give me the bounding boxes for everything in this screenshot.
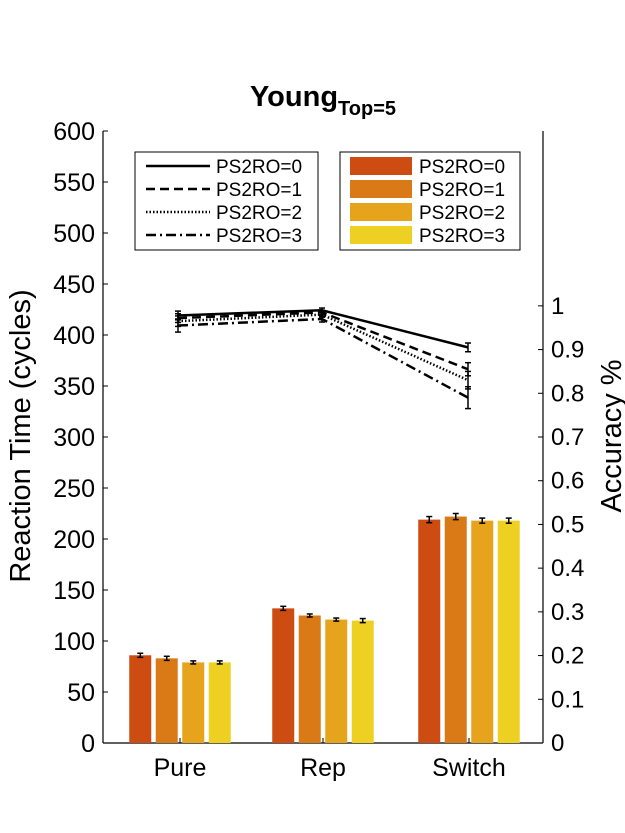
y-tick-label-right: 0.3	[551, 599, 584, 626]
y-tick-label-left: 500	[53, 220, 95, 248]
legend-bar-label: PS2RO=1	[419, 180, 505, 201]
y-tick-label-left: 300	[53, 424, 95, 452]
accuracy-line	[177, 317, 469, 399]
bar	[471, 520, 494, 743]
y-tick-label-right: 1	[551, 293, 564, 320]
x-tick-label: Switch	[432, 754, 506, 782]
y-tick-label-left: 200	[53, 526, 95, 554]
bar	[155, 658, 178, 743]
bar	[272, 608, 295, 743]
y-tick-label-right: 0.8	[551, 380, 584, 407]
y-tick-label-left: 450	[53, 271, 95, 299]
y-tick-label-left: 400	[53, 322, 95, 350]
legend-line-label: PS2RO=0	[216, 157, 302, 178]
y-tick-label-right: 0.1	[551, 686, 584, 713]
legend-bar-swatch	[350, 203, 412, 221]
y-tick-label-right: 0.7	[551, 424, 584, 451]
y-tick-label-left: 100	[53, 628, 95, 656]
y-tick-label-left: 350	[53, 373, 95, 401]
legend-bar-swatch	[350, 226, 412, 244]
y-tick-label-right: 0.9	[551, 337, 584, 364]
y-tick-label-right: 0	[551, 730, 564, 757]
y-tick-label-right: 0.6	[551, 468, 584, 495]
y-tick-label-right: 0.2	[551, 643, 584, 670]
legend-line-label: PS2RO=3	[216, 226, 302, 247]
y-tick-label-right: 0.5	[551, 511, 584, 538]
y-tick-label-left: 0	[81, 730, 95, 758]
chart-title-main: Young	[250, 81, 338, 113]
legend-bar-label: PS2RO=3	[419, 226, 505, 247]
bar	[129, 655, 152, 743]
legend-bar-label: PS2RO=2	[419, 203, 505, 224]
y-tick-label-left: 550	[53, 169, 95, 197]
y-axis-label-left: Reaction Time (cycles)	[5, 289, 37, 582]
y-tick-label-left: 250	[53, 475, 95, 503]
bar	[208, 662, 231, 743]
y-tick-label-left: 50	[67, 679, 95, 707]
bar	[497, 520, 520, 743]
legend-lines-box	[134, 151, 319, 251]
axes: 0 50 100 150 200 250 300 350 400 450 500 550 600 0 0.1…	[53, 118, 584, 782]
legend-bar-swatch	[350, 157, 412, 175]
legend-bar-swatch	[350, 180, 412, 198]
legend-line-label: PS2RO=1	[216, 180, 302, 201]
bar	[298, 615, 321, 743]
x-tick-label: Pure	[154, 754, 207, 782]
bar	[351, 620, 374, 743]
accuracy-lines	[175, 307, 471, 410]
y-tick-label-left: 600	[53, 118, 95, 146]
x-tick-label: Rep	[300, 754, 346, 782]
bar	[418, 519, 441, 743]
bar	[182, 662, 205, 743]
y-tick-label-left: 150	[53, 577, 95, 605]
y-axis-label-right: Accuracy %	[596, 359, 625, 512]
bars	[129, 512, 520, 743]
bar	[444, 516, 467, 743]
legend-line-label: PS2RO=2	[216, 203, 302, 224]
chart-title: YoungTop=5	[250, 81, 396, 120]
legend-bar-label: PS2RO=0	[419, 157, 505, 178]
y-tick-label-right: 0.4	[551, 555, 584, 582]
bar	[325, 619, 348, 743]
chart-title-sub: Top=5	[338, 98, 396, 120]
